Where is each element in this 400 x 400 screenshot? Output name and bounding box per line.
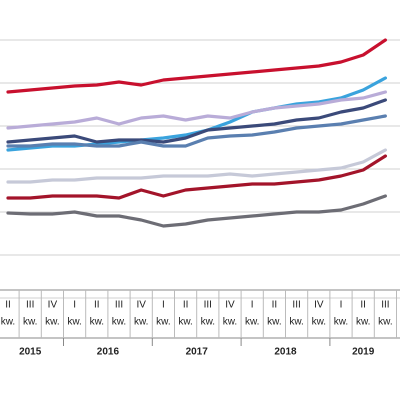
x-tick-unit: kw. (378, 317, 392, 328)
x-tick-label: IV (225, 300, 235, 311)
year-label: 2018 (274, 347, 297, 358)
x-tick-unit: kw. (112, 317, 126, 328)
series-line (6, 98, 387, 144)
x-tick-unit: kw. (67, 317, 81, 328)
series-line (6, 154, 387, 200)
x-tick-unit: kw. (312, 317, 326, 328)
x-tick-label: IV (48, 300, 58, 311)
x-tick-label: III (381, 300, 389, 311)
x-tick-label: II (272, 300, 278, 311)
x-tick-label: I (340, 300, 343, 311)
year-label: 2019 (352, 347, 375, 358)
x-tick-label: III (292, 300, 300, 311)
x-tick-unit: kw. (223, 317, 237, 328)
x-tick-label: III (204, 300, 212, 311)
series-line (6, 148, 387, 184)
x-tick-label: II (183, 300, 189, 311)
x-tick-unit: kw. (178, 317, 192, 328)
x-tick-label: I (73, 300, 76, 311)
x-tick-unit: kw. (334, 317, 348, 328)
x-tick-unit: kw. (23, 317, 37, 328)
series-line (6, 38, 387, 94)
year-label: 2016 (97, 347, 120, 358)
x-tick-label: IV (136, 300, 146, 311)
x-tick-unit: kw. (356, 317, 370, 328)
year-label: 2015 (19, 347, 42, 358)
x-tick-label: I (251, 300, 254, 311)
series-line (6, 114, 387, 148)
series-line (6, 90, 387, 130)
x-tick-unit: kw. (1, 317, 15, 328)
x-tick-label: III (115, 300, 123, 311)
x-tick-label: I (162, 300, 165, 311)
x-tick-label: II (360, 300, 366, 311)
x-tick-unit: kw. (90, 317, 104, 328)
x-tick-label: II (5, 300, 11, 311)
series-line (6, 194, 387, 228)
x-tick-unit: kw. (134, 317, 148, 328)
year-label: 2017 (186, 347, 209, 358)
x-tick-label: IV (314, 300, 324, 311)
x-tick-unit: kw. (156, 317, 170, 328)
x-tick-unit: kw. (267, 317, 281, 328)
x-tick-unit: kw. (245, 317, 259, 328)
x-tick-unit: kw. (289, 317, 303, 328)
x-tick-label: II (94, 300, 100, 311)
x-tick-label: III (26, 300, 34, 311)
x-tick-unit: kw. (201, 317, 215, 328)
x-tick-unit: kw. (45, 317, 59, 328)
